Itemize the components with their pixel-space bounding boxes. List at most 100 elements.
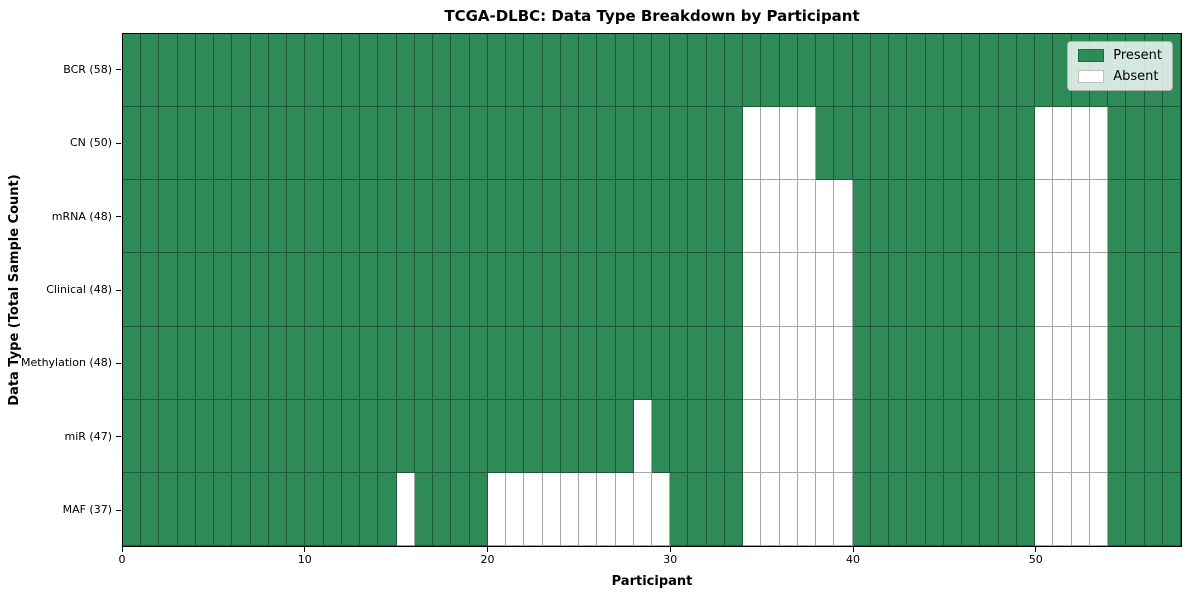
heatmap-cell	[889, 399, 908, 473]
heatmap-cell	[177, 399, 196, 473]
heatmap-cell	[579, 399, 598, 473]
heatmap-cell	[451, 107, 470, 181]
heatmap-cell	[706, 107, 725, 181]
heatmap-cell	[615, 399, 634, 473]
heatmap-cell	[889, 253, 908, 327]
x-tick	[487, 547, 489, 552]
heatmap-cell	[268, 34, 288, 108]
heatmap-cell	[779, 107, 798, 181]
heatmap-cell	[1089, 253, 1109, 327]
heatmap-cell	[925, 253, 944, 327]
heatmap-cell	[268, 399, 288, 473]
heatmap-cell	[1144, 107, 1163, 181]
heatmap-cell	[506, 34, 525, 108]
heatmap-cell	[724, 107, 744, 181]
heatmap-cell	[706, 253, 725, 327]
heatmap-cell	[232, 34, 251, 108]
heatmap-cell	[998, 107, 1017, 181]
heatmap-cell	[761, 107, 780, 181]
heatmap-cell	[542, 253, 561, 327]
heatmap-cell	[834, 107, 853, 181]
heatmap-cell	[761, 34, 780, 108]
heatmap-cell	[943, 180, 963, 254]
heatmap-cell	[287, 472, 306, 546]
heatmap-cell	[852, 180, 871, 254]
heatmap-cell	[360, 326, 379, 400]
heatmap-cell	[214, 253, 233, 327]
heatmap-cell	[1053, 326, 1072, 400]
heatmap-cell	[834, 399, 853, 473]
heatmap-cell	[870, 399, 890, 473]
heatmap-cell	[378, 472, 397, 546]
heatmap-cell	[962, 107, 981, 181]
heatmap-cell	[761, 180, 780, 254]
heatmap-cell	[433, 472, 452, 546]
heatmap-cell	[670, 34, 689, 108]
heatmap-cell	[524, 253, 543, 327]
heatmap-cell	[943, 326, 963, 400]
heatmap-cell	[1108, 326, 1127, 400]
heatmap-cell	[542, 34, 561, 108]
heatmap-cell	[195, 180, 215, 254]
heatmap-cell	[414, 253, 434, 327]
heatmap-cell	[560, 180, 580, 254]
heatmap-cell	[177, 107, 196, 181]
heatmap-cell	[305, 399, 324, 473]
heatmap-cell	[451, 326, 470, 400]
heatmap-cell	[396, 326, 415, 400]
heatmap-cell	[177, 34, 196, 108]
heatmap-cell	[633, 326, 652, 400]
heatmap-cell	[761, 472, 780, 546]
heatmap-cell	[1071, 253, 1090, 327]
heatmap-cell	[1089, 472, 1109, 546]
heatmap-cell	[250, 472, 269, 546]
heatmap-cell	[1071, 107, 1090, 181]
heatmap-cell	[907, 34, 926, 108]
heatmap-cell	[1053, 253, 1072, 327]
heatmap-cell	[1126, 472, 1145, 546]
heatmap-cell	[341, 326, 361, 400]
heatmap-cell	[159, 326, 178, 400]
heatmap-cell	[560, 399, 580, 473]
heatmap-cell	[195, 253, 215, 327]
heatmap-cell	[232, 253, 251, 327]
heatmap-cell	[1089, 180, 1109, 254]
heatmap-cell	[1089, 326, 1109, 400]
legend-item-present: Present	[1078, 49, 1162, 62]
heatmap-cell	[834, 34, 853, 108]
heatmap-cell	[706, 326, 725, 400]
heatmap-cell	[998, 326, 1017, 400]
heatmap-cell	[1016, 107, 1036, 181]
heatmap-cell	[378, 107, 397, 181]
heatmap-cell	[232, 326, 251, 400]
x-tick-label: 10	[297, 553, 312, 566]
heatmap-cell	[779, 253, 798, 327]
heatmap-cell	[141, 107, 160, 181]
heatmap-cell	[1126, 107, 1145, 181]
heatmap-cell	[250, 399, 269, 473]
heatmap-cell	[469, 399, 488, 473]
heatmap-cell	[123, 107, 142, 181]
heatmap-cell	[378, 180, 397, 254]
heatmap-cell	[706, 180, 725, 254]
heatmap-cell	[834, 180, 853, 254]
present-swatch-icon	[1078, 49, 1105, 62]
heatmap-cell	[925, 180, 944, 254]
heatmap-cell	[870, 326, 890, 400]
heatmap-cell	[779, 326, 798, 400]
heatmap-cell	[433, 180, 452, 254]
heatmap-cell	[724, 253, 744, 327]
heatmap-cell	[506, 180, 525, 254]
x-tick	[1035, 547, 1037, 552]
heatmap-cell	[688, 180, 707, 254]
heatmap-cell	[633, 253, 652, 327]
heatmap-cell	[816, 107, 835, 181]
heatmap-cell	[396, 399, 415, 473]
heatmap-cell	[524, 107, 543, 181]
heatmap-cell	[597, 107, 616, 181]
heatmap-cell	[487, 34, 507, 108]
heatmap-cell	[487, 399, 507, 473]
heatmap-cell	[433, 326, 452, 400]
heatmap-cell	[323, 399, 342, 473]
heatmap-cell	[706, 472, 725, 546]
